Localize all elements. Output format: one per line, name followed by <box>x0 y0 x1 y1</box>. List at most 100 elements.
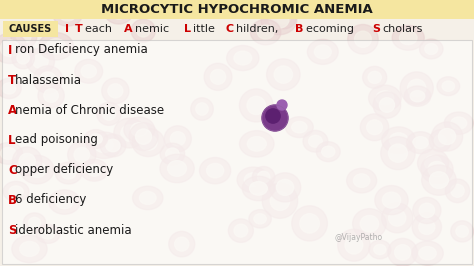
Ellipse shape <box>300 214 319 233</box>
Ellipse shape <box>139 135 157 150</box>
Ellipse shape <box>234 51 252 65</box>
Ellipse shape <box>314 45 331 59</box>
Ellipse shape <box>337 229 370 261</box>
Ellipse shape <box>360 215 379 232</box>
FancyBboxPatch shape <box>0 0 474 19</box>
Ellipse shape <box>368 71 381 84</box>
Ellipse shape <box>74 147 90 162</box>
Ellipse shape <box>445 179 470 203</box>
Ellipse shape <box>49 190 80 214</box>
Ellipse shape <box>249 210 271 228</box>
Ellipse shape <box>270 191 290 210</box>
Ellipse shape <box>124 117 155 142</box>
Text: MICROCYTIC HYPOCHROMIC ANEMIA: MICROCYTIC HYPOCHROMIC ANEMIA <box>101 3 373 16</box>
Ellipse shape <box>428 161 446 177</box>
Text: A: A <box>124 24 133 34</box>
Ellipse shape <box>40 72 56 87</box>
Ellipse shape <box>354 174 370 187</box>
Ellipse shape <box>389 133 408 147</box>
Text: T: T <box>8 73 16 86</box>
Ellipse shape <box>165 148 179 160</box>
Ellipse shape <box>404 86 431 106</box>
Ellipse shape <box>169 231 195 257</box>
Ellipse shape <box>28 162 46 177</box>
Ellipse shape <box>363 66 387 88</box>
Text: nemia of Chronic disease: nemia of Chronic disease <box>15 103 164 117</box>
Ellipse shape <box>204 63 232 90</box>
Ellipse shape <box>12 47 35 69</box>
Ellipse shape <box>451 184 464 197</box>
Ellipse shape <box>383 192 401 208</box>
Ellipse shape <box>59 9 76 21</box>
Ellipse shape <box>419 203 435 218</box>
Ellipse shape <box>137 24 150 37</box>
Ellipse shape <box>292 121 307 133</box>
Text: each: each <box>85 24 115 34</box>
Ellipse shape <box>102 78 129 104</box>
Ellipse shape <box>160 154 194 183</box>
Ellipse shape <box>210 69 226 84</box>
Ellipse shape <box>164 126 191 152</box>
Ellipse shape <box>0 143 23 164</box>
Ellipse shape <box>53 4 82 26</box>
Ellipse shape <box>303 130 328 152</box>
Ellipse shape <box>252 167 275 188</box>
Ellipse shape <box>75 59 103 83</box>
Ellipse shape <box>381 137 415 170</box>
Ellipse shape <box>94 138 114 152</box>
Text: ron Deficiency anemia: ron Deficiency anemia <box>15 44 148 56</box>
Ellipse shape <box>266 59 300 90</box>
Ellipse shape <box>27 48 55 74</box>
Ellipse shape <box>360 114 389 141</box>
Ellipse shape <box>413 137 428 149</box>
Ellipse shape <box>410 90 425 102</box>
Ellipse shape <box>292 206 328 241</box>
Ellipse shape <box>451 221 474 242</box>
Ellipse shape <box>41 228 55 239</box>
Ellipse shape <box>0 40 19 57</box>
Ellipse shape <box>129 123 158 151</box>
Ellipse shape <box>55 162 82 184</box>
Ellipse shape <box>422 165 456 195</box>
Ellipse shape <box>431 122 463 151</box>
Ellipse shape <box>170 132 185 146</box>
Ellipse shape <box>106 139 120 152</box>
Ellipse shape <box>0 78 21 99</box>
Ellipse shape <box>406 132 435 153</box>
Ellipse shape <box>271 7 296 29</box>
Ellipse shape <box>168 161 186 176</box>
Ellipse shape <box>28 217 41 228</box>
Ellipse shape <box>309 135 322 147</box>
Ellipse shape <box>139 192 156 204</box>
Ellipse shape <box>84 130 108 148</box>
Ellipse shape <box>0 147 16 159</box>
Ellipse shape <box>9 186 23 197</box>
Text: S: S <box>373 24 381 34</box>
Ellipse shape <box>0 33 27 64</box>
Ellipse shape <box>451 117 467 129</box>
Ellipse shape <box>132 128 164 157</box>
Ellipse shape <box>400 31 417 45</box>
Ellipse shape <box>17 52 29 64</box>
Ellipse shape <box>413 197 441 223</box>
Text: 6 deficiency: 6 deficiency <box>15 193 86 206</box>
Ellipse shape <box>392 25 424 50</box>
Ellipse shape <box>249 182 267 195</box>
Ellipse shape <box>348 24 378 54</box>
Ellipse shape <box>44 89 58 102</box>
Ellipse shape <box>425 155 442 171</box>
Ellipse shape <box>100 134 126 157</box>
Text: B: B <box>8 193 17 206</box>
Ellipse shape <box>247 137 266 151</box>
Ellipse shape <box>121 125 138 141</box>
Text: I: I <box>8 44 12 56</box>
Ellipse shape <box>114 118 146 148</box>
Ellipse shape <box>20 155 54 184</box>
Ellipse shape <box>247 96 265 115</box>
Ellipse shape <box>19 153 35 169</box>
Ellipse shape <box>20 242 39 256</box>
Text: CAUSES: CAUSES <box>9 24 52 34</box>
Text: C: C <box>8 164 17 177</box>
Text: C: C <box>226 24 234 34</box>
Ellipse shape <box>394 245 411 260</box>
